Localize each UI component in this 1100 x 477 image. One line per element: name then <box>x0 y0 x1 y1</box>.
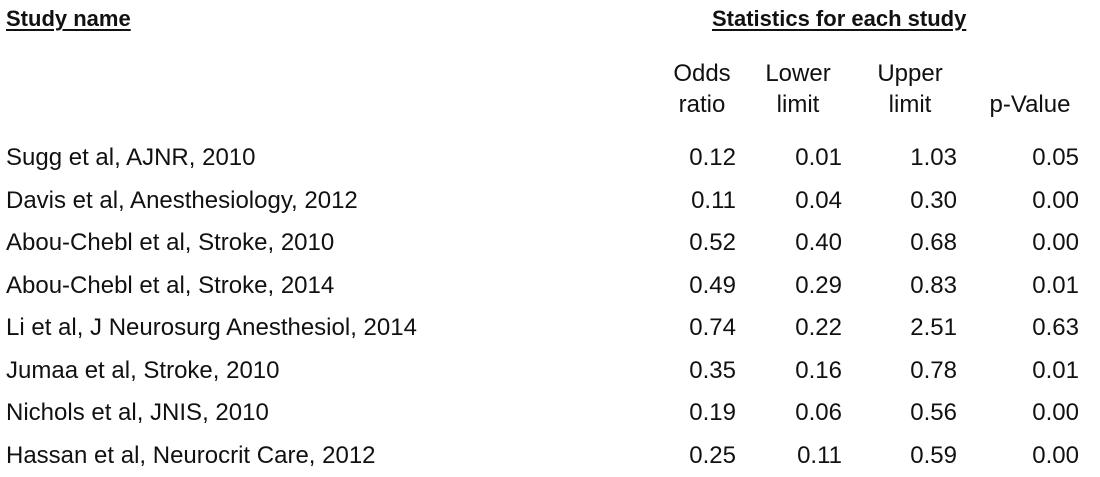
p-value-cell: 0.00 <box>1032 399 1079 426</box>
lower-limit-header-line1: Lower <box>765 60 831 87</box>
lower-limit-cell: 0.22 <box>795 314 842 341</box>
odds-ratio-column-header: Odds ratio <box>648 58 756 120</box>
odds-ratio-header-line2: ratio <box>678 91 726 118</box>
odds-ratio-header-line1: Odds <box>673 60 731 87</box>
upper-limit-cell: 1.03 <box>910 144 957 171</box>
study-name-cell: Li et al, J Neurosurg Anesthesiol, 2014 <box>6 314 417 341</box>
odds-ratio-cell: 0.49 <box>689 271 736 299</box>
lower-limit-column-header: Lower limit <box>748 58 848 120</box>
p-value-cell: 0.01 <box>1032 356 1079 384</box>
study-name-cell: Abou-Chebl et al, Stroke, 2014 <box>6 271 335 299</box>
odds-ratio-cell: 0.25 <box>689 441 736 469</box>
upper-limit-cell: 0.68 <box>910 229 957 256</box>
odds-ratio-cell: 0.52 <box>689 229 736 256</box>
p-value-cell: 0.00 <box>1032 441 1079 469</box>
upper-limit-cell: 0.56 <box>910 399 957 426</box>
lower-limit-cell: 0.04 <box>795 186 842 214</box>
odds-ratio-cell: 0.11 <box>691 186 736 214</box>
p-value-cell: 0.00 <box>1032 229 1079 256</box>
study-name-header: Study name <box>6 6 131 31</box>
p-value-column-header: p-Value <box>989 91 1071 118</box>
lower-limit-cell: 0.29 <box>795 271 842 299</box>
upper-limit-header-line1: Upper <box>877 60 943 87</box>
upper-limit-cell: 0.83 <box>910 271 957 299</box>
table-row: Davis et al, Anesthesiology, 2012 0.11 0.0… <box>0 180 1100 222</box>
lower-limit-cell: 0.06 <box>795 399 842 426</box>
upper-limit-cell: 0.59 <box>910 441 957 469</box>
upper-limit-cell: 2.51 <box>910 314 957 341</box>
table-row: Li et al, J Neurosurg Anesthesiol, 2014 0… <box>0 307 1100 349</box>
p-value-cell: 0.01 <box>1032 271 1079 299</box>
table-row: Sugg et al, AJNR, 2010 0.12 0.01 1.03 0.05 <box>0 137 1100 179</box>
lower-limit-header-line2: limit <box>776 91 820 118</box>
study-name-cell: Jumaa et al, Stroke, 2010 <box>6 356 280 384</box>
upper-limit-cell: 0.78 <box>910 356 957 384</box>
study-name-cell: Nichols et al, JNIS, 2010 <box>6 399 269 426</box>
study-name-cell: Sugg et al, AJNR, 2010 <box>6 144 256 171</box>
p-value-cell: 0.05 <box>1032 144 1079 171</box>
odds-ratio-cell: 0.74 <box>689 314 736 341</box>
lower-limit-cell: 0.16 <box>795 356 842 384</box>
table-row: Nichols et al, JNIS, 2010 0.19 0.06 0.56 0.0… <box>0 392 1100 434</box>
lower-limit-cell: 0.11 <box>797 441 842 469</box>
table-row: Abou-Chebl et al, Stroke, 2014 0.49 0.29 0.… <box>0 265 1100 307</box>
table-row: Jumaa et al, Stroke, 2010 0.35 0.16 0.78 0.0… <box>0 350 1100 392</box>
p-value-cell: 0.63 <box>1032 314 1079 341</box>
odds-ratio-cell: 0.12 <box>689 144 736 171</box>
p-value-cell: 0.00 <box>1032 186 1079 214</box>
lower-limit-cell: 0.01 <box>795 144 842 171</box>
study-name-cell: Hassan et al, Neurocrit Care, 2012 <box>6 441 376 469</box>
statistics-header: Statistics for each study <box>712 6 967 31</box>
upper-limit-cell: 0.30 <box>910 186 957 214</box>
study-name-cell: Davis et al, Anesthesiology, 2012 <box>6 186 358 214</box>
odds-ratio-cell: 0.35 <box>689 356 736 384</box>
odds-ratio-cell: 0.19 <box>689 399 736 426</box>
table-row: Hassan et al, Neurocrit Care, 2012 0.25 0.… <box>0 435 1100 477</box>
table-row: Abou-Chebl et al, Stroke, 2010 0.52 0.40 0.… <box>0 222 1100 264</box>
lower-limit-cell: 0.40 <box>795 229 842 256</box>
study-name-cell: Abou-Chebl et al, Stroke, 2010 <box>6 229 335 256</box>
upper-limit-header-line2: limit <box>888 91 932 118</box>
upper-limit-column-header: Upper limit <box>860 58 960 120</box>
